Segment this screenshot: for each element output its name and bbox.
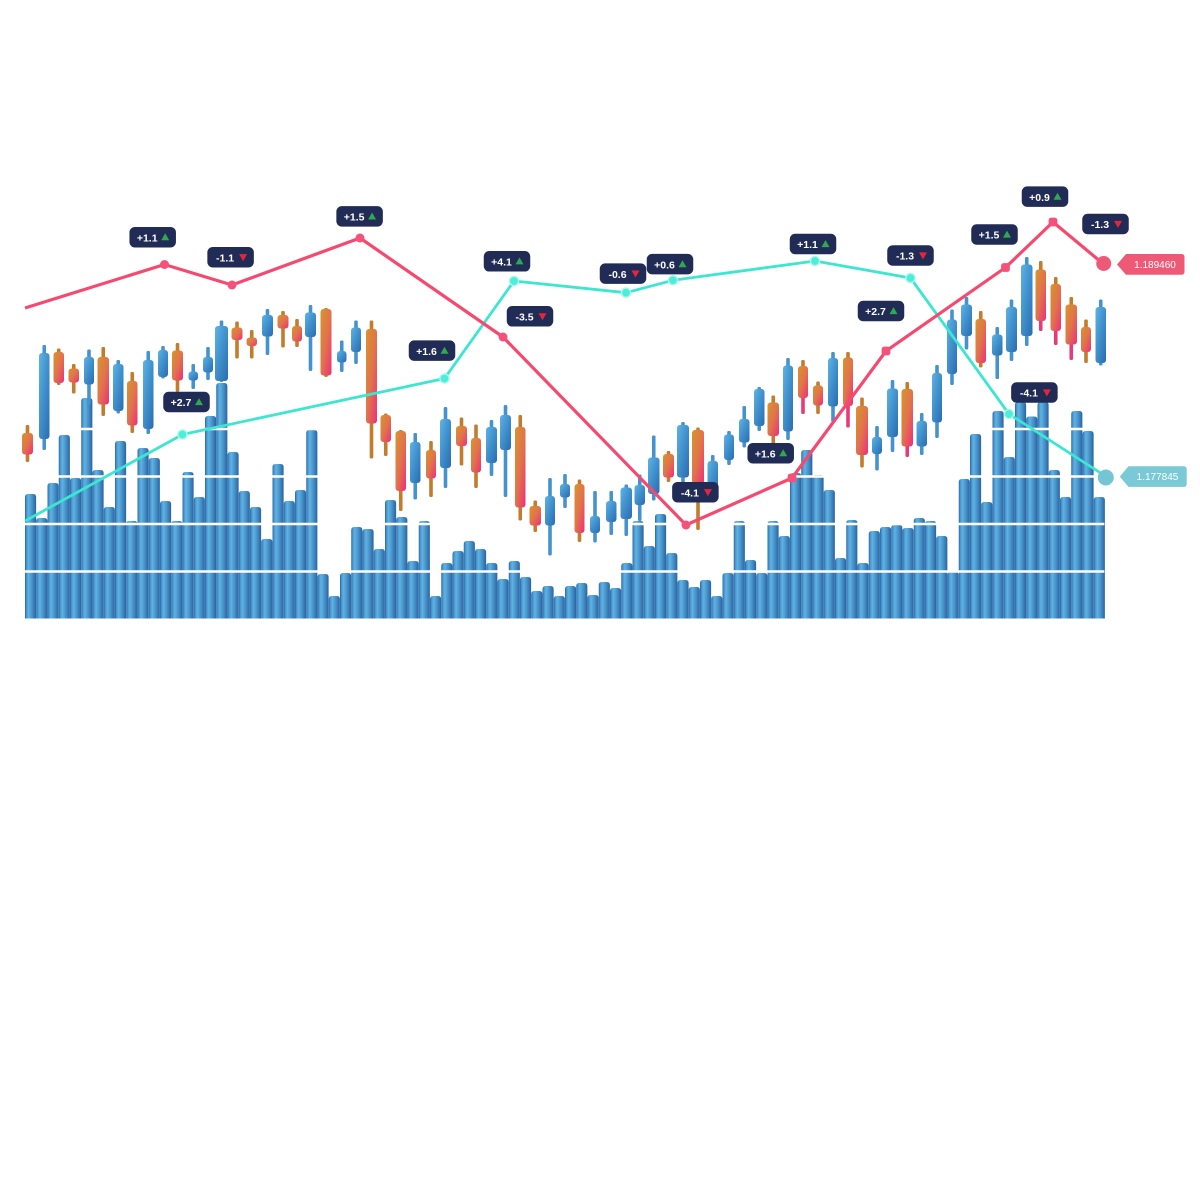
svg-text:+1.6: +1.6 — [416, 346, 437, 358]
svg-text:+0.9: +0.9 — [1029, 192, 1050, 204]
svg-text:+2.7: +2.7 — [865, 306, 886, 318]
svg-text:-1.1: -1.1 — [216, 252, 234, 264]
svg-text:+1.5: +1.5 — [344, 212, 365, 224]
svg-text:-1.3: -1.3 — [896, 251, 914, 263]
svg-text:-0.6: -0.6 — [608, 269, 626, 281]
svg-text:1.189460: 1.189460 — [1134, 260, 1176, 271]
svg-text:+1.1: +1.1 — [137, 232, 158, 244]
svg-text:-3.5: -3.5 — [515, 312, 533, 324]
svg-text:+0.6: +0.6 — [654, 259, 675, 271]
svg-text:+1.1: +1.1 — [797, 239, 818, 251]
svg-text:-4.1: -4.1 — [681, 487, 699, 499]
svg-text:+1.5: +1.5 — [979, 230, 1000, 242]
svg-text:1.177845: 1.177845 — [1137, 472, 1179, 483]
svg-text:+2.7: +2.7 — [171, 397, 192, 409]
svg-text:+4.1: +4.1 — [491, 257, 512, 269]
svg-text:+1.6: +1.6 — [755, 448, 776, 460]
svg-text:-4.1: -4.1 — [1020, 388, 1038, 400]
svg-text:-1.3: -1.3 — [1091, 219, 1109, 231]
